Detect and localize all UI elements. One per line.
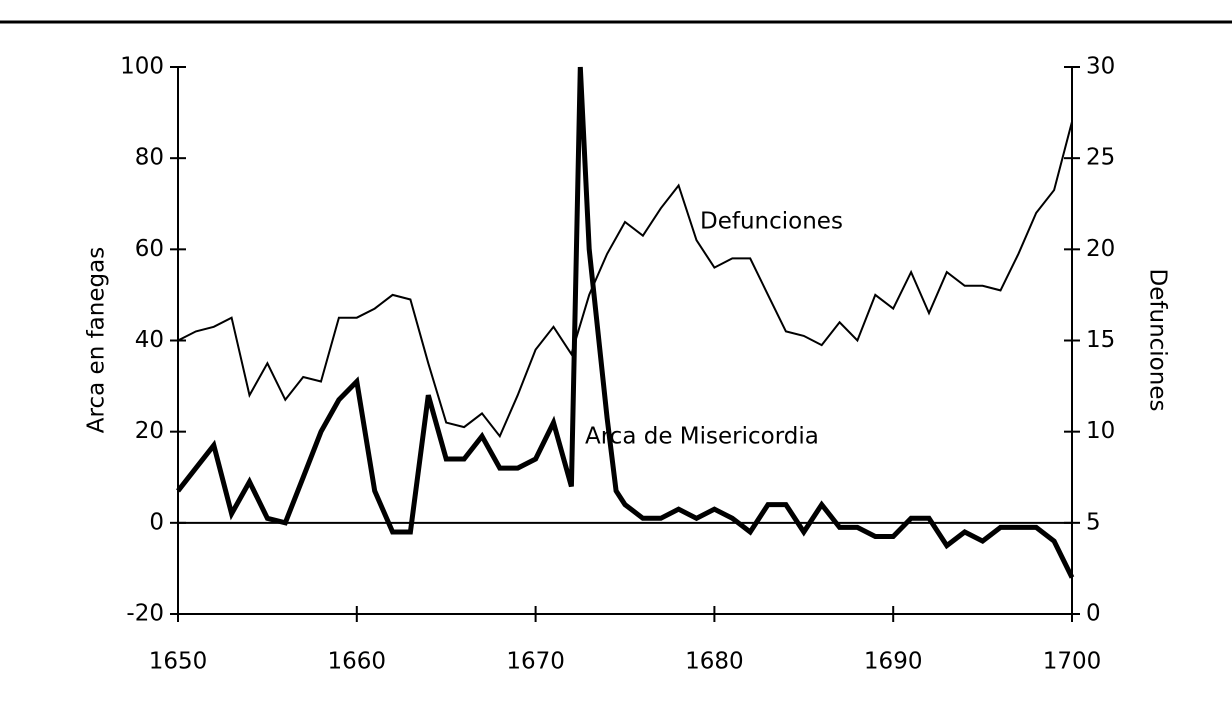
- series-annotation: Defunciones: [700, 209, 843, 235]
- x-tick-label: 1650: [149, 649, 208, 675]
- x-tick-label: 1660: [328, 649, 387, 675]
- x-tick-label: 1680: [685, 649, 744, 675]
- y-tick-label: 60: [135, 236, 164, 262]
- y2-tick-label: 0: [1086, 601, 1101, 627]
- y2-tick-label: 10: [1086, 418, 1115, 444]
- x-tick-label: 1670: [506, 649, 565, 675]
- series-annotation: Arca de Misericordia: [585, 424, 819, 450]
- y2-tick-label: 25: [1086, 145, 1115, 171]
- y-tick-label: 40: [135, 327, 164, 353]
- series-line: [176, 66, 1075, 579]
- y2-tick-label: 15: [1086, 327, 1115, 353]
- y2-tick-label: 30: [1086, 54, 1115, 80]
- y-tick-label: 20: [135, 418, 164, 444]
- y-tick-label: -20: [126, 601, 164, 627]
- y-tick-label: 100: [120, 54, 164, 80]
- y2-tick-label: 20: [1086, 236, 1115, 262]
- y-axis-label: Arca en fanegas: [84, 247, 110, 433]
- y2-axis-label: Defunciones: [1145, 269, 1171, 412]
- x-tick-label: 1700: [1043, 649, 1102, 675]
- y-tick-label: 80: [135, 145, 164, 171]
- series-line: [177, 121, 1073, 439]
- y-tick-label: 0: [149, 509, 164, 535]
- x-tick-label: 1690: [864, 649, 923, 675]
- y2-tick-label: 5: [1086, 509, 1101, 535]
